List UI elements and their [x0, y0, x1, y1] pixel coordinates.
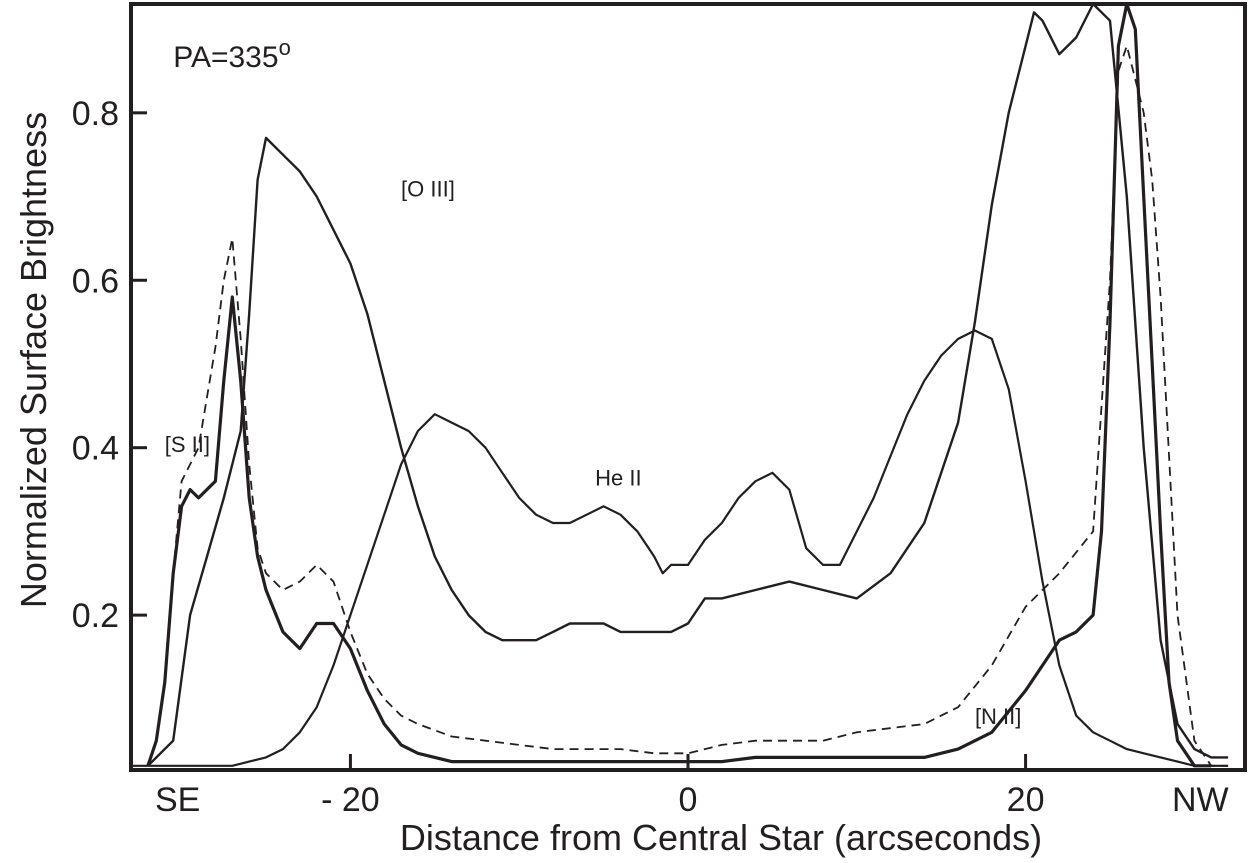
annotation-label: [S II]	[165, 432, 210, 457]
x-end-label-nw: NW	[1172, 781, 1229, 819]
annotation-text: He II	[595, 465, 641, 490]
annotations-layer: PA=335o [O III] [S II] He II [N II]	[165, 35, 1022, 729]
annotation-label: [O III]	[401, 177, 455, 202]
annotation-text: [S II]	[165, 432, 210, 457]
annotation-text: PA=335	[173, 41, 278, 74]
x-axis-ticks: - 20 0 20	[321, 754, 1044, 819]
x-tick-label: - 20	[321, 781, 380, 819]
series-line-1	[147, 45, 1229, 767]
annotation-label: He II	[595, 465, 641, 490]
y-axis-title: Normalized Surface Brightness	[13, 112, 54, 608]
x-tick-label: 0	[679, 781, 698, 819]
series-line-0	[147, 2, 1229, 767]
x-axis-title: Distance from Central Star (arcseconds)	[400, 817, 1042, 858]
y-tick-label: 0.6	[72, 262, 119, 300]
x-tick-label: 20	[1007, 781, 1045, 819]
y-tick-label: 0.4	[72, 430, 119, 468]
annotation-label: [N II]	[975, 704, 1021, 729]
y-tick-label: 0.8	[72, 95, 119, 133]
annotation-superscript: o	[279, 35, 291, 60]
x-end-label-se: SE	[155, 781, 200, 819]
annotation-text: [N II]	[975, 704, 1021, 729]
plot-frame	[129, 2, 1247, 772]
y-axis-ticks: 0.2 0.4 0.6 0.8	[72, 95, 147, 635]
series-layer	[131, 2, 1229, 768]
labels-layer: SE NW Distance from Central Star (arcsec…	[13, 112, 1229, 858]
annotation-label: PA=335o	[173, 35, 291, 74]
annotation-text: [O III]	[401, 177, 455, 202]
y-tick-label: 0.2	[72, 597, 119, 635]
series-line-3	[131, 329, 1229, 767]
series-line-2	[146, 2, 1212, 768]
